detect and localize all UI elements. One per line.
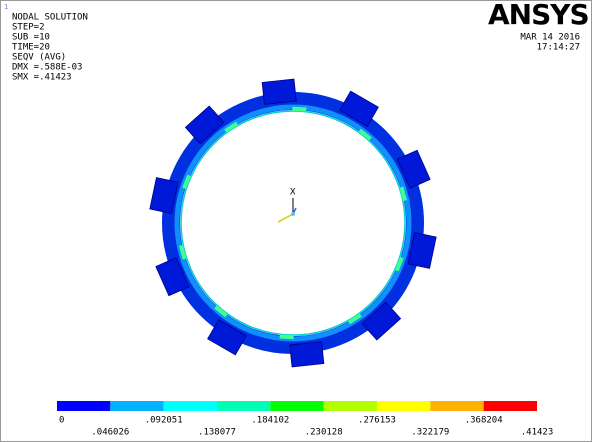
- info-line: DMX =.588E-03: [12, 63, 82, 73]
- legend-label: .138077: [198, 428, 236, 438]
- time: 17:14:27: [537, 43, 580, 53]
- ring-tab: [262, 79, 296, 104]
- legend-swatch: [484, 401, 537, 411]
- legend-label: 0: [59, 416, 64, 426]
- legend-swatch: [164, 401, 217, 411]
- ring-hot: [280, 334, 294, 339]
- legend-swatch: [110, 401, 163, 411]
- info-line: SEQV (AVG): [12, 53, 66, 63]
- ring-tab: [290, 342, 324, 367]
- legend-swatch: [377, 401, 430, 411]
- legend-label: .092051: [145, 416, 183, 426]
- info-line: NODAL SOLUTION: [12, 13, 88, 23]
- legend-label: .046026: [91, 428, 129, 438]
- info-line: STEP=2: [12, 23, 45, 33]
- legend-swatch: [217, 401, 270, 411]
- legend-label: .276153: [358, 416, 396, 426]
- window-number: 1: [4, 3, 8, 11]
- legend-label: .41423: [521, 428, 554, 438]
- ring-hot: [292, 107, 306, 112]
- ansys-window: 1 ANSYS MAR 14 2016 17:14:27 X NODAL SOL…: [0, 0, 592, 442]
- info-line: SMX =.41423: [12, 73, 72, 83]
- legend-swatch: [57, 401, 110, 411]
- date: MAR 14 2016: [520, 33, 580, 43]
- legend-swatch: [324, 401, 377, 411]
- triad-label: X: [290, 188, 296, 198]
- legend-swatch: [430, 401, 483, 411]
- legend-label: .368204: [465, 416, 503, 426]
- legend-swatch: [270, 401, 323, 411]
- frame: [1, 1, 592, 442]
- info-line: TIME=20: [12, 43, 50, 53]
- logo: ANSYS: [488, 0, 589, 31]
- legend-label: .322179: [411, 428, 449, 438]
- legend-label: .184102: [251, 416, 289, 426]
- info-line: SUB =10: [12, 33, 50, 43]
- legend-label: .230128: [305, 428, 343, 438]
